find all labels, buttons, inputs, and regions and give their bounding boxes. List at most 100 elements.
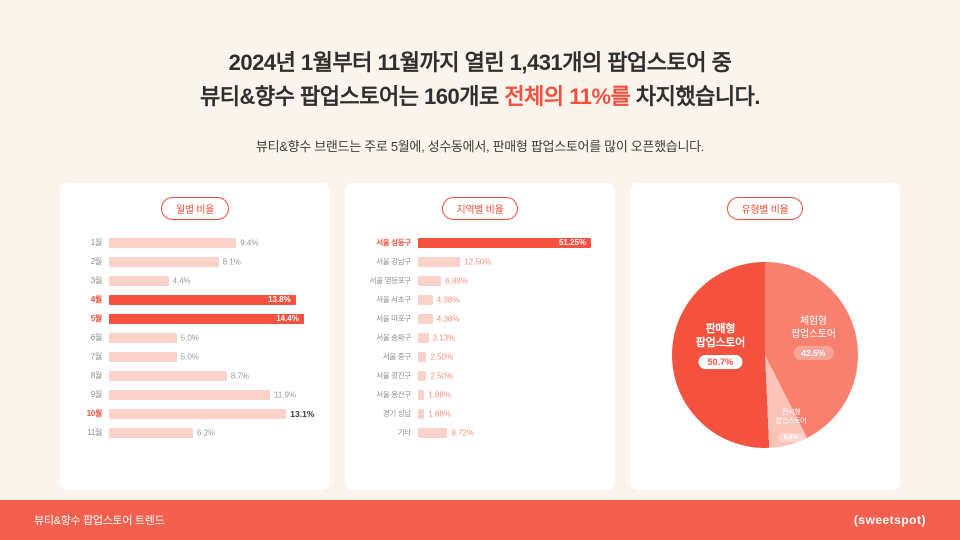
bar-category-label: 기타 bbox=[397, 428, 412, 437]
pie-slice-label: 전시형 팝업스토어 6.8% bbox=[776, 408, 807, 444]
bar bbox=[109, 256, 219, 267]
bar-category-label: 서울 용산구 bbox=[376, 390, 411, 399]
bar-value: 1.88% bbox=[428, 409, 452, 418]
bar-category-label: 서울 광진구 bbox=[376, 371, 411, 380]
bar: 13.8% bbox=[109, 294, 296, 305]
bar-value: 8.7% bbox=[230, 371, 249, 380]
bar-track: 14.4% bbox=[109, 313, 312, 324]
bar-category-label: 4월 bbox=[90, 295, 103, 304]
bar-category-label: 서울 중구 bbox=[382, 352, 411, 361]
bar-row: 9월 11.9% bbox=[78, 385, 312, 404]
bar-track: 11.9% bbox=[109, 389, 312, 400]
bar-track: 13.8% bbox=[109, 294, 312, 305]
bar bbox=[418, 408, 425, 419]
bar-category-label: 5월 bbox=[90, 314, 103, 323]
bar-value: 3.13% bbox=[432, 333, 456, 342]
bar-row: 7월 5.0% bbox=[78, 347, 312, 366]
bar-category-label: 1월 bbox=[90, 238, 103, 247]
page-title: 2024년 1월부터 11월까지 열린 1,431개의 팝업스토어 중 뷰티&향… bbox=[0, 46, 960, 114]
bar-value: 4.4% bbox=[172, 276, 191, 285]
pie-slice-name: 판매형 팝업스토어 bbox=[695, 322, 745, 349]
bar-category-label: 서울 강남구 bbox=[376, 257, 411, 266]
bar-row: 10월 13.1% bbox=[78, 404, 315, 423]
bar-category-label: 8월 bbox=[90, 371, 103, 380]
bar-track: 3.13% bbox=[418, 332, 597, 343]
regional-bar-chart: 서울 성동구 51.25% 서울 강남구 12.50% 서울 영등포구 6.88% 서울 서… bbox=[363, 233, 597, 442]
bar-row: 서울 성동구 51.25% bbox=[363, 233, 597, 252]
bar-track: 6.2% bbox=[109, 427, 312, 438]
bar-value: 2.50% bbox=[430, 371, 454, 380]
bar-row: 서울 중구 2.50% bbox=[363, 347, 597, 366]
bar-category-label: 7월 bbox=[90, 352, 103, 361]
bar-track: 12.50% bbox=[418, 256, 597, 267]
bar-row: 11월 6.2% bbox=[78, 423, 312, 442]
pie-slice-value-badge: 6.8% bbox=[777, 432, 805, 442]
pie-slice-label: 체험형 팝업스토어 42.5% bbox=[791, 315, 836, 361]
bar-value: 51.25% bbox=[558, 238, 587, 247]
bar-row: 서울 서초구 4.38% bbox=[363, 290, 597, 309]
bar-value: 13.8% bbox=[268, 295, 291, 304]
badge-wrap-regional: 지역별 비율 bbox=[363, 197, 597, 220]
bar bbox=[109, 332, 177, 343]
bar-track: 8.7% bbox=[109, 370, 312, 381]
badge-regional: 지역별 비율 bbox=[441, 197, 519, 220]
bar-category-label: 3월 bbox=[90, 276, 103, 285]
bar-track: 2.50% bbox=[418, 370, 597, 381]
bar-value: 2.50% bbox=[430, 352, 454, 361]
bar-value: 14.4% bbox=[276, 314, 299, 323]
bar-value: 8.1% bbox=[222, 257, 241, 266]
badge-wrap-type: 유형별 비율 bbox=[648, 197, 882, 220]
bar-row: 4월 13.8% bbox=[78, 290, 312, 309]
bar-track: 2.50% bbox=[418, 351, 597, 362]
bar-row: 8월 8.7% bbox=[78, 366, 312, 385]
bar-value: 9.4% bbox=[240, 238, 259, 247]
type-pie-chart: 판매형 팝업스토어 50.7% 체험형 팝업스토어 42.5% 전시형 팝업스토어 6.8% bbox=[672, 262, 858, 448]
pie-slice-name: 체험형 팝업스토어 bbox=[791, 316, 836, 341]
title-line2: 뷰티&향수 팝업스토어는 160개로 전체의 11%를 차지했습니다. bbox=[0, 80, 960, 114]
bar-value: 11.9% bbox=[274, 390, 297, 399]
bar-row: 서울 송파구 3.13% bbox=[363, 328, 597, 347]
bar-track: 4.38% bbox=[418, 294, 597, 305]
bar-row: 기타 8.72% bbox=[363, 423, 597, 442]
bar-category-label: 10월 bbox=[86, 409, 103, 418]
bar bbox=[418, 427, 448, 438]
title-line1: 2024년 1월부터 11월까지 열린 1,431개의 팝업스토어 중 bbox=[228, 50, 732, 75]
card-monthly-ratio: 월별 비율 1월 9.4% 2월 8.1% 3월 4.4% 4월 13.8% 5월 14.4% 6월… bbox=[60, 183, 330, 490]
bar-value: 13.1% bbox=[290, 408, 315, 419]
bar-track: 1.88% bbox=[418, 389, 597, 400]
bar bbox=[109, 351, 177, 362]
bar-row: 5월 14.4% bbox=[78, 309, 312, 328]
bar-track: 5.0% bbox=[109, 351, 312, 362]
pie-slice-label: 판매형 팝업스토어 50.7% bbox=[696, 322, 745, 370]
pie-slice-name: 전시형 팝업스토어 bbox=[775, 408, 807, 425]
bar-row: 서울 광진구 2.50% bbox=[363, 366, 597, 385]
bar-value: 8.72% bbox=[451, 428, 475, 437]
bar: 14.4% bbox=[109, 313, 304, 324]
bar-category-label: 서울 마포구 bbox=[376, 314, 411, 323]
cards-row: 월별 비율 1월 9.4% 2월 8.1% 3월 4.4% 4월 13.8% 5월 14.4% 6월… bbox=[60, 183, 900, 490]
bar-value: 6.2% bbox=[196, 428, 216, 437]
bar bbox=[109, 275, 169, 286]
bar bbox=[109, 408, 287, 419]
bar-track: 9.4% bbox=[109, 237, 312, 248]
bar-value: 1.88% bbox=[428, 390, 452, 399]
bar-row: 서울 영등포구 6.88% bbox=[363, 271, 597, 290]
bar bbox=[418, 351, 427, 362]
bar-category-label: 11월 bbox=[87, 428, 102, 437]
bar-value: 5.0% bbox=[180, 352, 199, 361]
bar bbox=[109, 389, 271, 400]
bar-row: 서울 용산구 1.88% bbox=[363, 385, 597, 404]
badge-type: 유형별 비율 bbox=[726, 197, 804, 220]
footer-title: 뷰티&향수 팝업스토어 트렌드 bbox=[34, 515, 165, 527]
bar bbox=[418, 332, 429, 343]
bar bbox=[418, 256, 461, 267]
badge-wrap-monthly: 월별 비율 bbox=[78, 197, 312, 220]
bar-row: 3월 4.4% bbox=[78, 271, 312, 290]
bar-category-label: 9월 bbox=[90, 390, 103, 399]
header: 2024년 1월부터 11월까지 열린 1,431개의 팝업스토어 중 뷰티&향… bbox=[0, 0, 960, 155]
bar-track: 5.0% bbox=[109, 332, 312, 343]
bar-row: 서울 마포구 4.38% bbox=[363, 309, 597, 328]
bar-category-label: 서울 성동구 bbox=[376, 238, 411, 247]
bar-value: 5.0% bbox=[180, 333, 199, 342]
